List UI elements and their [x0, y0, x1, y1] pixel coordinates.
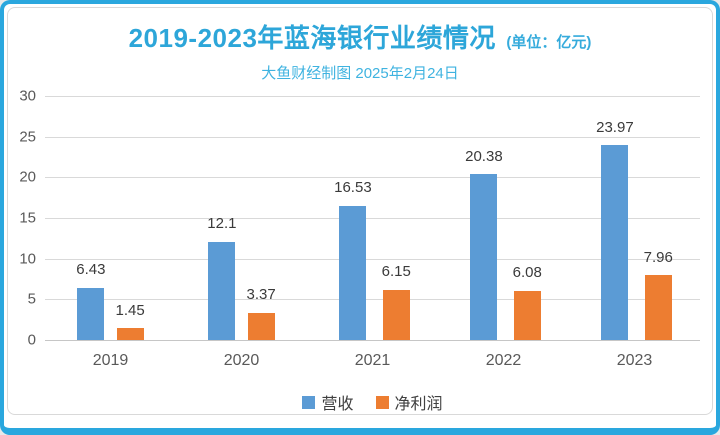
- bar-value-label: 20.38: [465, 147, 503, 165]
- plot-area: 0 5 10 15 20 25 30 6.43 1.45 12.1 3.37 16.53 6.15 20…: [19, 89, 700, 348]
- chart-title: 2019-2023年蓝海银行业绩情况: [128, 23, 496, 53]
- legend-label: 营收: [321, 396, 354, 413]
- bar-净利润-2022: [513, 290, 541, 340]
- bar-value-label: 23.97: [596, 118, 634, 136]
- y-tick-label: 5: [27, 290, 36, 308]
- bar-营收-2022: [470, 174, 498, 340]
- y-tick-label: 15: [19, 209, 36, 227]
- legend-swatch-icon: [302, 395, 316, 409]
- gridline: [45, 299, 700, 301]
- y-tick-label: 20: [19, 168, 36, 186]
- bar-groups: 6.43 1.45 12.1 3.37 16.53 6.15 20.38 6.08 23.97 7…: [45, 96, 700, 340]
- gridline: [45, 218, 700, 219]
- gridline: [45, 96, 700, 97]
- bar-value-label: 6.43: [76, 261, 106, 279]
- bar-value-label: 6.08: [512, 264, 542, 282]
- gridline: [45, 177, 700, 179]
- bar-group-2020: 12.1 3.37: [176, 96, 307, 340]
- y-tick-label: 0: [27, 331, 36, 349]
- legend-item-净利润: 净利润: [375, 390, 443, 414]
- bar-group-2023: 23.97 7.96: [569, 96, 700, 340]
- bar-value-label: 1.45: [115, 301, 145, 319]
- bar-group-2021: 16.53 6.15: [307, 96, 438, 340]
- bar-column: 7.96: [643, 248, 673, 340]
- bar-营收-2020: [208, 241, 236, 340]
- bar-group-2022: 20.38 6.08: [438, 96, 569, 340]
- legend-item-营收: 营收: [302, 390, 354, 414]
- bar-column: 1.45: [115, 301, 145, 340]
- bar-column: 16.53: [334, 180, 372, 340]
- bar-column: 6.15: [382, 264, 411, 340]
- x-tick-label-2020: 2020: [223, 352, 260, 369]
- bar-value-label: 12.1: [207, 215, 237, 233]
- bar-value-label: 3.37: [246, 286, 276, 304]
- x-tick-label-2019: 2019: [92, 352, 129, 369]
- legend-label: 净利润: [394, 396, 443, 413]
- bar-column: 20.38: [465, 147, 503, 340]
- bar-column: 6.43: [76, 261, 106, 340]
- bar-净利润-2023: [644, 275, 672, 340]
- legend: 营收 净利润: [45, 390, 700, 414]
- bar-column: 12.1: [207, 215, 237, 340]
- bar-净利润-2020: [247, 312, 275, 340]
- chart-subtitle: 大鱼财经制图 2025年2月24日: [261, 65, 459, 82]
- bar-column: 23.97: [596, 118, 634, 340]
- x-tick-label-2022: 2022: [485, 352, 522, 369]
- legend-swatch-icon: [375, 395, 389, 409]
- gridline: [45, 258, 700, 260]
- x-axis-labels: 2019 2020 2021 2022 2023: [45, 352, 700, 370]
- chart-unit-label: (单位：亿元): [506, 34, 592, 51]
- x-tick-label-2021: 2021: [354, 352, 391, 369]
- bar-营收-2021: [339, 205, 367, 340]
- x-axis-baseline: [45, 340, 700, 341]
- y-tick-label: 25: [19, 128, 36, 146]
- bar-column: 6.08: [513, 265, 542, 340]
- bar-column: 3.37: [247, 287, 276, 340]
- y-tick-label: 10: [19, 250, 36, 268]
- gridline: [45, 136, 700, 138]
- bar-value-label: 16.53: [334, 179, 372, 197]
- bar-营收-2023: [601, 145, 629, 340]
- bar-净利润-2021: [382, 289, 410, 340]
- chart-header: 2019-2023年蓝海银行业绩情况 (单位：亿元): [4, 18, 716, 55]
- bar-value-label: 7.96: [643, 248, 673, 266]
- bar-营收-2019: [77, 287, 105, 340]
- x-tick-label-2023: 2023: [616, 352, 653, 369]
- y-tick-label: 30: [19, 87, 36, 105]
- bar-group-2019: 6.43 1.45: [45, 96, 176, 340]
- bar-value-label: 6.15: [381, 263, 411, 281]
- bar-净利润-2019: [116, 328, 144, 340]
